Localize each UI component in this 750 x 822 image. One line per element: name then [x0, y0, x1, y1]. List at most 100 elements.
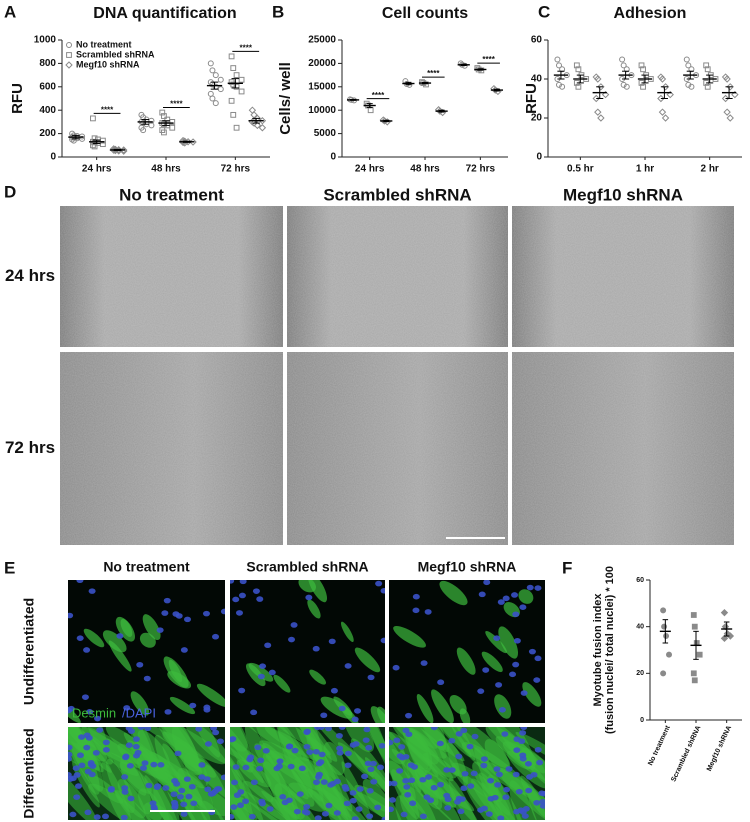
dapi-nucleus — [430, 727, 438, 731]
dapi-nucleus — [212, 633, 220, 640]
dapi-nucleus — [68, 776, 74, 782]
dapi-nucleus — [392, 664, 400, 671]
dapi-nucleus — [204, 741, 212, 747]
point — [685, 62, 692, 69]
dapi-nucleus — [252, 588, 260, 594]
dapi-nucleus — [126, 763, 134, 769]
dapi-nucleus — [534, 746, 542, 753]
dapi-nucleus — [286, 743, 294, 749]
dapi-nucleus — [351, 816, 359, 820]
point — [554, 56, 561, 63]
y-axis-label: RFU — [523, 83, 540, 114]
dapi-nucleus — [533, 677, 541, 683]
dapi-nucleus — [247, 754, 255, 760]
dapi-nucleus — [539, 798, 545, 805]
desmin-cell — [309, 669, 326, 685]
row-label: Undifferentiated — [21, 598, 37, 705]
f-point — [691, 677, 698, 684]
desmin-cell — [174, 739, 201, 772]
dapi-nucleus — [320, 779, 328, 785]
dapi-nucleus — [356, 786, 364, 792]
point — [233, 72, 240, 78]
micrograph-texture — [512, 352, 734, 545]
panel-label: C — [538, 2, 550, 21]
desmin-cell — [242, 780, 291, 820]
x-tick-label: 24 hrs — [82, 164, 112, 175]
dapi-nucleus — [176, 793, 184, 800]
dapi-nucleus — [143, 675, 151, 682]
micrograph-content — [230, 580, 385, 723]
micrograph-texture — [287, 206, 508, 347]
dapi-nucleus — [366, 813, 374, 819]
desmin-cell — [139, 632, 156, 648]
point — [70, 137, 77, 144]
dapi-nucleus — [254, 744, 262, 751]
dapi-nucleus — [68, 751, 73, 758]
dapi-nucleus — [389, 739, 394, 746]
dapi-nucleus — [333, 810, 341, 816]
dapi-nucleus — [467, 783, 475, 789]
dapi-nucleus — [257, 757, 265, 764]
y-tick-label: 40 — [636, 624, 644, 631]
micrograph-texture — [60, 206, 283, 347]
dapi-nucleus — [328, 638, 336, 645]
dapi-nucleus — [495, 771, 503, 778]
dapi-nucleus — [212, 729, 220, 736]
point — [731, 90, 739, 99]
dapi-nucleus — [123, 705, 131, 711]
column-header: Scrambled shRNA — [323, 185, 471, 204]
dapi-nucleus — [471, 733, 479, 740]
dapi-nucleus — [351, 716, 359, 723]
dapi-nucleus — [344, 762, 352, 769]
dapi-nucleus — [172, 611, 180, 617]
point — [140, 127, 147, 134]
dapi-nucleus — [107, 785, 115, 792]
point — [233, 124, 240, 131]
dapi-nucleus — [505, 766, 513, 772]
dapi-nucleus — [518, 738, 526, 745]
dapi-nucleus — [238, 592, 246, 599]
panel-label: D — [4, 182, 16, 201]
dapi-nucleus — [68, 744, 73, 751]
dapi-nucleus — [288, 636, 296, 643]
dapi-nucleus — [198, 774, 206, 780]
y-tick-label: 60 — [531, 35, 543, 46]
dapi-nucleus — [154, 783, 162, 789]
dapi-nucleus — [281, 799, 289, 806]
desmin-cell — [273, 674, 291, 693]
column-header: No treatment — [119, 185, 224, 204]
dapi-nucleus — [448, 737, 456, 744]
dapi-nucleus — [482, 667, 490, 673]
dapi-nucleus — [279, 794, 287, 800]
dapi-nucleus — [330, 687, 338, 694]
point — [726, 83, 734, 91]
dapi-nucleus — [248, 813, 256, 820]
dapi-nucleus — [502, 595, 510, 602]
column-header: Megf10 shRNA — [418, 559, 517, 575]
dapi-nucleus — [73, 794, 81, 800]
x-tick-label: Megf10 shRNA — [706, 725, 733, 773]
dapi-nucleus — [250, 709, 258, 716]
dapi-nucleus — [405, 712, 413, 719]
desmin-cell — [439, 580, 468, 606]
desmin-cell — [83, 628, 105, 648]
point — [90, 142, 96, 149]
point — [601, 90, 610, 99]
dapi-nucleus — [525, 787, 533, 794]
chart-title: Adhesion — [614, 5, 687, 22]
dapi-nucleus — [96, 727, 104, 733]
desmin-cell — [354, 647, 381, 673]
dapi-nucleus — [180, 811, 188, 817]
dapi-nucleus — [235, 610, 243, 616]
column-header: Scrambled shRNA — [246, 559, 368, 575]
desmin-cell — [307, 580, 328, 603]
point — [594, 108, 602, 116]
dapi-nucleus — [519, 604, 527, 611]
legend-label: No treatment — [76, 39, 132, 49]
dapi-nucleus — [287, 763, 295, 770]
desmin-cell — [115, 616, 135, 642]
dapi-nucleus — [396, 753, 404, 759]
micrograph-content — [68, 727, 225, 820]
desmin-cell — [68, 764, 98, 820]
point — [721, 94, 730, 103]
